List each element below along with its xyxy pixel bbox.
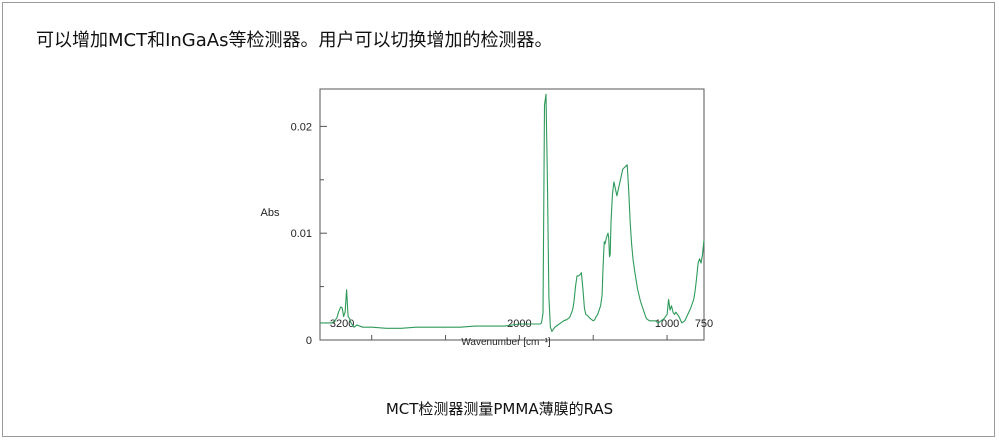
x-tick-label: 3200 xyxy=(330,318,354,330)
y-axis-label: Abs xyxy=(261,207,280,219)
x-tick-label: 1000 xyxy=(655,318,679,330)
x-tick-label: 750 xyxy=(695,318,713,330)
y-tick-label: 0.01 xyxy=(291,228,312,240)
spectrum-line xyxy=(320,93,705,333)
y-axis: 0 0.01 0.02 xyxy=(291,121,327,347)
x-axis-label: Wavenumber [cm⁻¹] xyxy=(461,337,551,348)
y-tick-label: 0.02 xyxy=(291,121,312,133)
page-frame xyxy=(2,2,995,437)
intro-text: 可以增加MCT和InGaAs等检测器。用户可以切换增加的检测器。 xyxy=(36,30,553,51)
plot-area-border xyxy=(319,88,705,341)
y-tick-label: 0 xyxy=(306,335,312,347)
figure-caption: MCT检测器测量PMMA薄膜的RAS xyxy=(385,400,614,418)
